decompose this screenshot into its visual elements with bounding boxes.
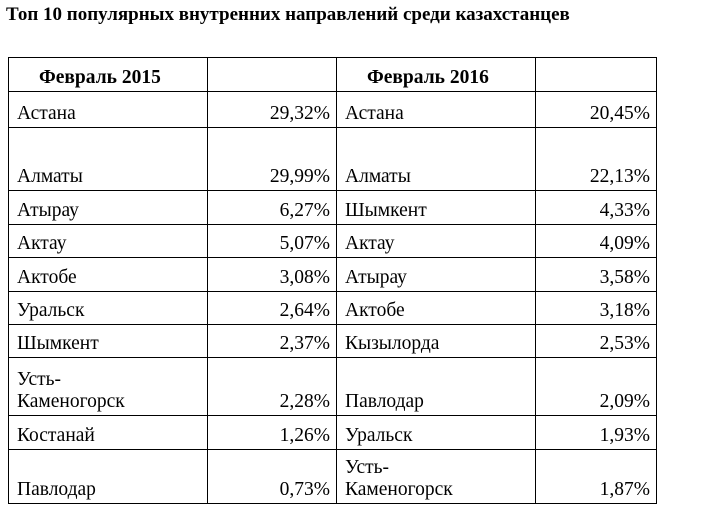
table-row: Актау 5,07% Актау 4,09% [8,224,657,258]
share-cell: 1,87% [535,449,657,504]
share: 3,18% [599,300,650,321]
city: Алматы [17,166,83,187]
city: Уральск [17,300,85,321]
table-row: Усть-Каменогорск 2,28% Павлодар 2,09% [8,357,657,416]
city: Актау [345,233,395,254]
table: Февраль 2015 Февраль 2016 Астана 29,32% Ас… [8,57,657,504]
share-cell: 29,32% [207,91,337,128]
share-cell: 22,13% [535,127,657,191]
share: 2,37% [279,333,330,354]
table-row: Атырау 6,27% Шымкент 4,33% [8,190,657,225]
city: Атырау [17,200,79,221]
city-cell: Павлодар [336,357,536,416]
city: Шымкент [345,200,427,221]
share: 1,26% [279,425,330,446]
share-cell: 29,99% [207,127,337,191]
column-header: Февраль 2016 [336,57,536,92]
city-cell: Кызылорда [336,324,536,358]
share: 20,45% [589,103,650,124]
city-cell: Актобе [336,291,536,325]
share-cell: 4,33% [535,190,657,225]
city-cell: Шымкент [336,190,536,225]
table-body: Астана 29,32% Астана 20,45% Алматы 29,99% Алма… [8,91,657,504]
share: 6,27% [279,200,330,221]
city: Актобе [345,300,405,321]
share: 5,07% [279,233,330,254]
city-cell: Уральск [336,415,536,450]
share-cell: 3,18% [535,291,657,325]
city-cell: Алматы [336,127,536,191]
column-header: Февраль 2015 [8,57,208,92]
share: 2,28% [279,391,330,412]
share-cell: 1,26% [207,415,337,450]
city-cell: Актобе [8,257,208,292]
share: 4,09% [599,233,650,254]
city-cell: Костанай [8,415,208,450]
city-cell: Астана [8,91,208,128]
city-cell: Актау [8,224,208,258]
share: 2,53% [599,333,650,354]
table-row: Алматы 29,99% Алматы 22,13% [8,127,657,191]
share-cell: 3,08% [207,257,337,292]
share-cell: 2,28% [207,357,337,416]
share: 3,58% [599,267,650,288]
city: Актау [17,233,67,254]
table-row: Уральск 2,64% Актобе 3,18% [8,291,657,325]
city: Костанай [17,425,95,446]
share: 4,33% [599,200,650,221]
city: Усть-Каменогорск [345,457,453,500]
city-cell: Павлодар [8,449,208,504]
share-cell: 2,64% [207,291,337,325]
share: 0,73% [279,479,330,500]
share-cell: 5,07% [207,224,337,258]
title: Топ 10 популярных внутренних направлений… [6,4,570,25]
empty-header [535,57,657,92]
share: 29,32% [269,103,330,124]
city-cell: Атырау [8,190,208,225]
city: Астана [345,103,404,124]
city-cell: Алматы [8,127,208,191]
share-cell: 20,45% [535,91,657,128]
share: 2,64% [279,300,330,321]
share-cell: 2,53% [535,324,657,358]
city: Кызылорда [345,333,440,354]
city: Уральск [345,425,413,446]
table-row: Астана 29,32% Астана 20,45% [8,91,657,128]
share: 22,13% [589,166,650,187]
city: Актобе [17,267,77,288]
city: Астана [17,103,76,124]
share: 1,87% [599,479,650,500]
table-row: Актобе 3,08% Атырау 3,58% [8,257,657,292]
city: Павлодар [17,479,96,500]
share-cell: 0,73% [207,449,337,504]
city-cell: Актау [336,224,536,258]
table-row: Павлодар 0,73% Усть-Каменогорск 1,87% [8,449,657,504]
share-cell: 6,27% [207,190,337,225]
city: Павлодар [345,391,424,412]
city-cell: Астана [336,91,536,128]
city: Шымкент [17,333,99,354]
share-cell: 2,09% [535,357,657,416]
city: Алматы [345,166,411,187]
share: 29,99% [269,166,330,187]
table-row: Шымкент 2,37% Кызылорда 2,53% [8,324,657,358]
city-cell: Шымкент [8,324,208,358]
share-cell: 4,09% [535,224,657,258]
share-cell: 3,58% [535,257,657,292]
city: Атырау [345,267,407,288]
city-cell: Уральск [8,291,208,325]
share: 1,93% [599,425,650,446]
city-cell: Атырау [336,257,536,292]
city-cell: Усть-Каменогорск [8,357,208,416]
city: Усть-Каменогорск [17,369,125,412]
share-cell: 1,93% [535,415,657,450]
empty-header [207,57,337,92]
table-row: Костанай 1,26% Уральск 1,93% [8,415,657,450]
share: 2,09% [599,391,650,412]
share-cell: 2,37% [207,324,337,358]
share: 3,08% [279,267,330,288]
city-cell: Усть-Каменогорск [336,449,536,504]
